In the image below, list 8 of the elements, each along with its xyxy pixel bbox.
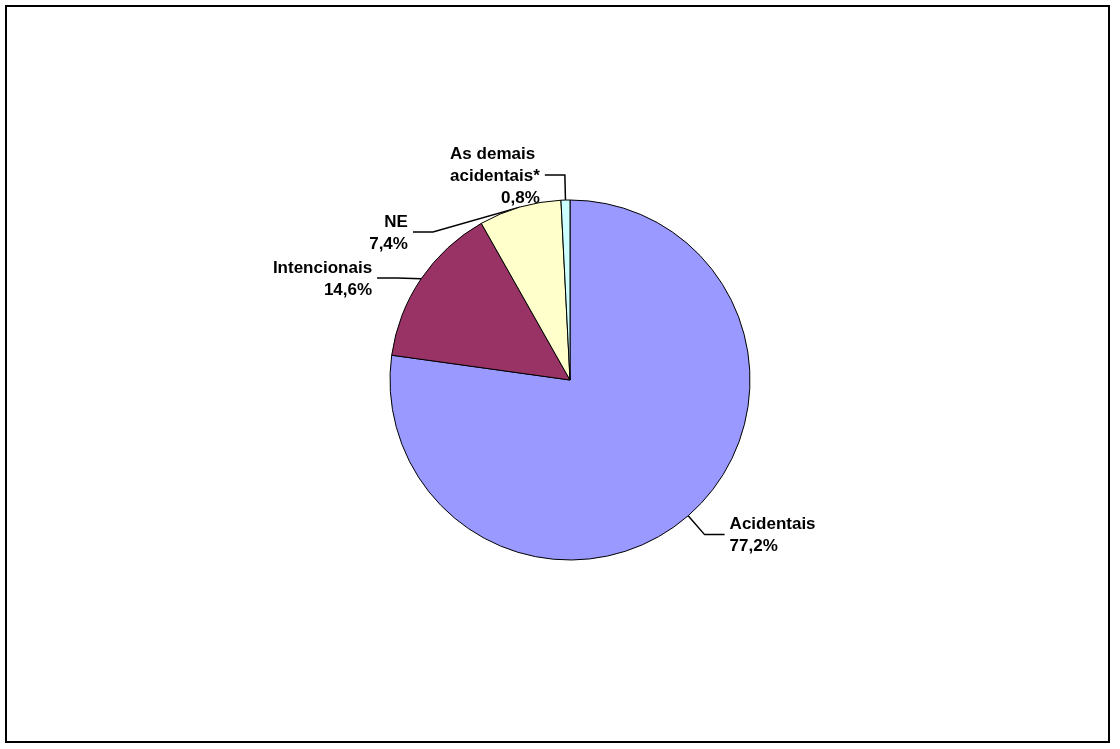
slice-label: Intencionais	[272, 257, 373, 277]
slice-label: As demais acidentais*	[450, 143, 541, 185]
data-label: 0,8%	[501, 187, 540, 207]
data-label: 14,6%	[323, 279, 373, 299]
data-label: 7,4%	[369, 233, 408, 253]
slice-label: NE	[384, 211, 408, 231]
data-label: 77,2%	[729, 536, 778, 556]
slice-label: Acidentais	[729, 514, 816, 534]
